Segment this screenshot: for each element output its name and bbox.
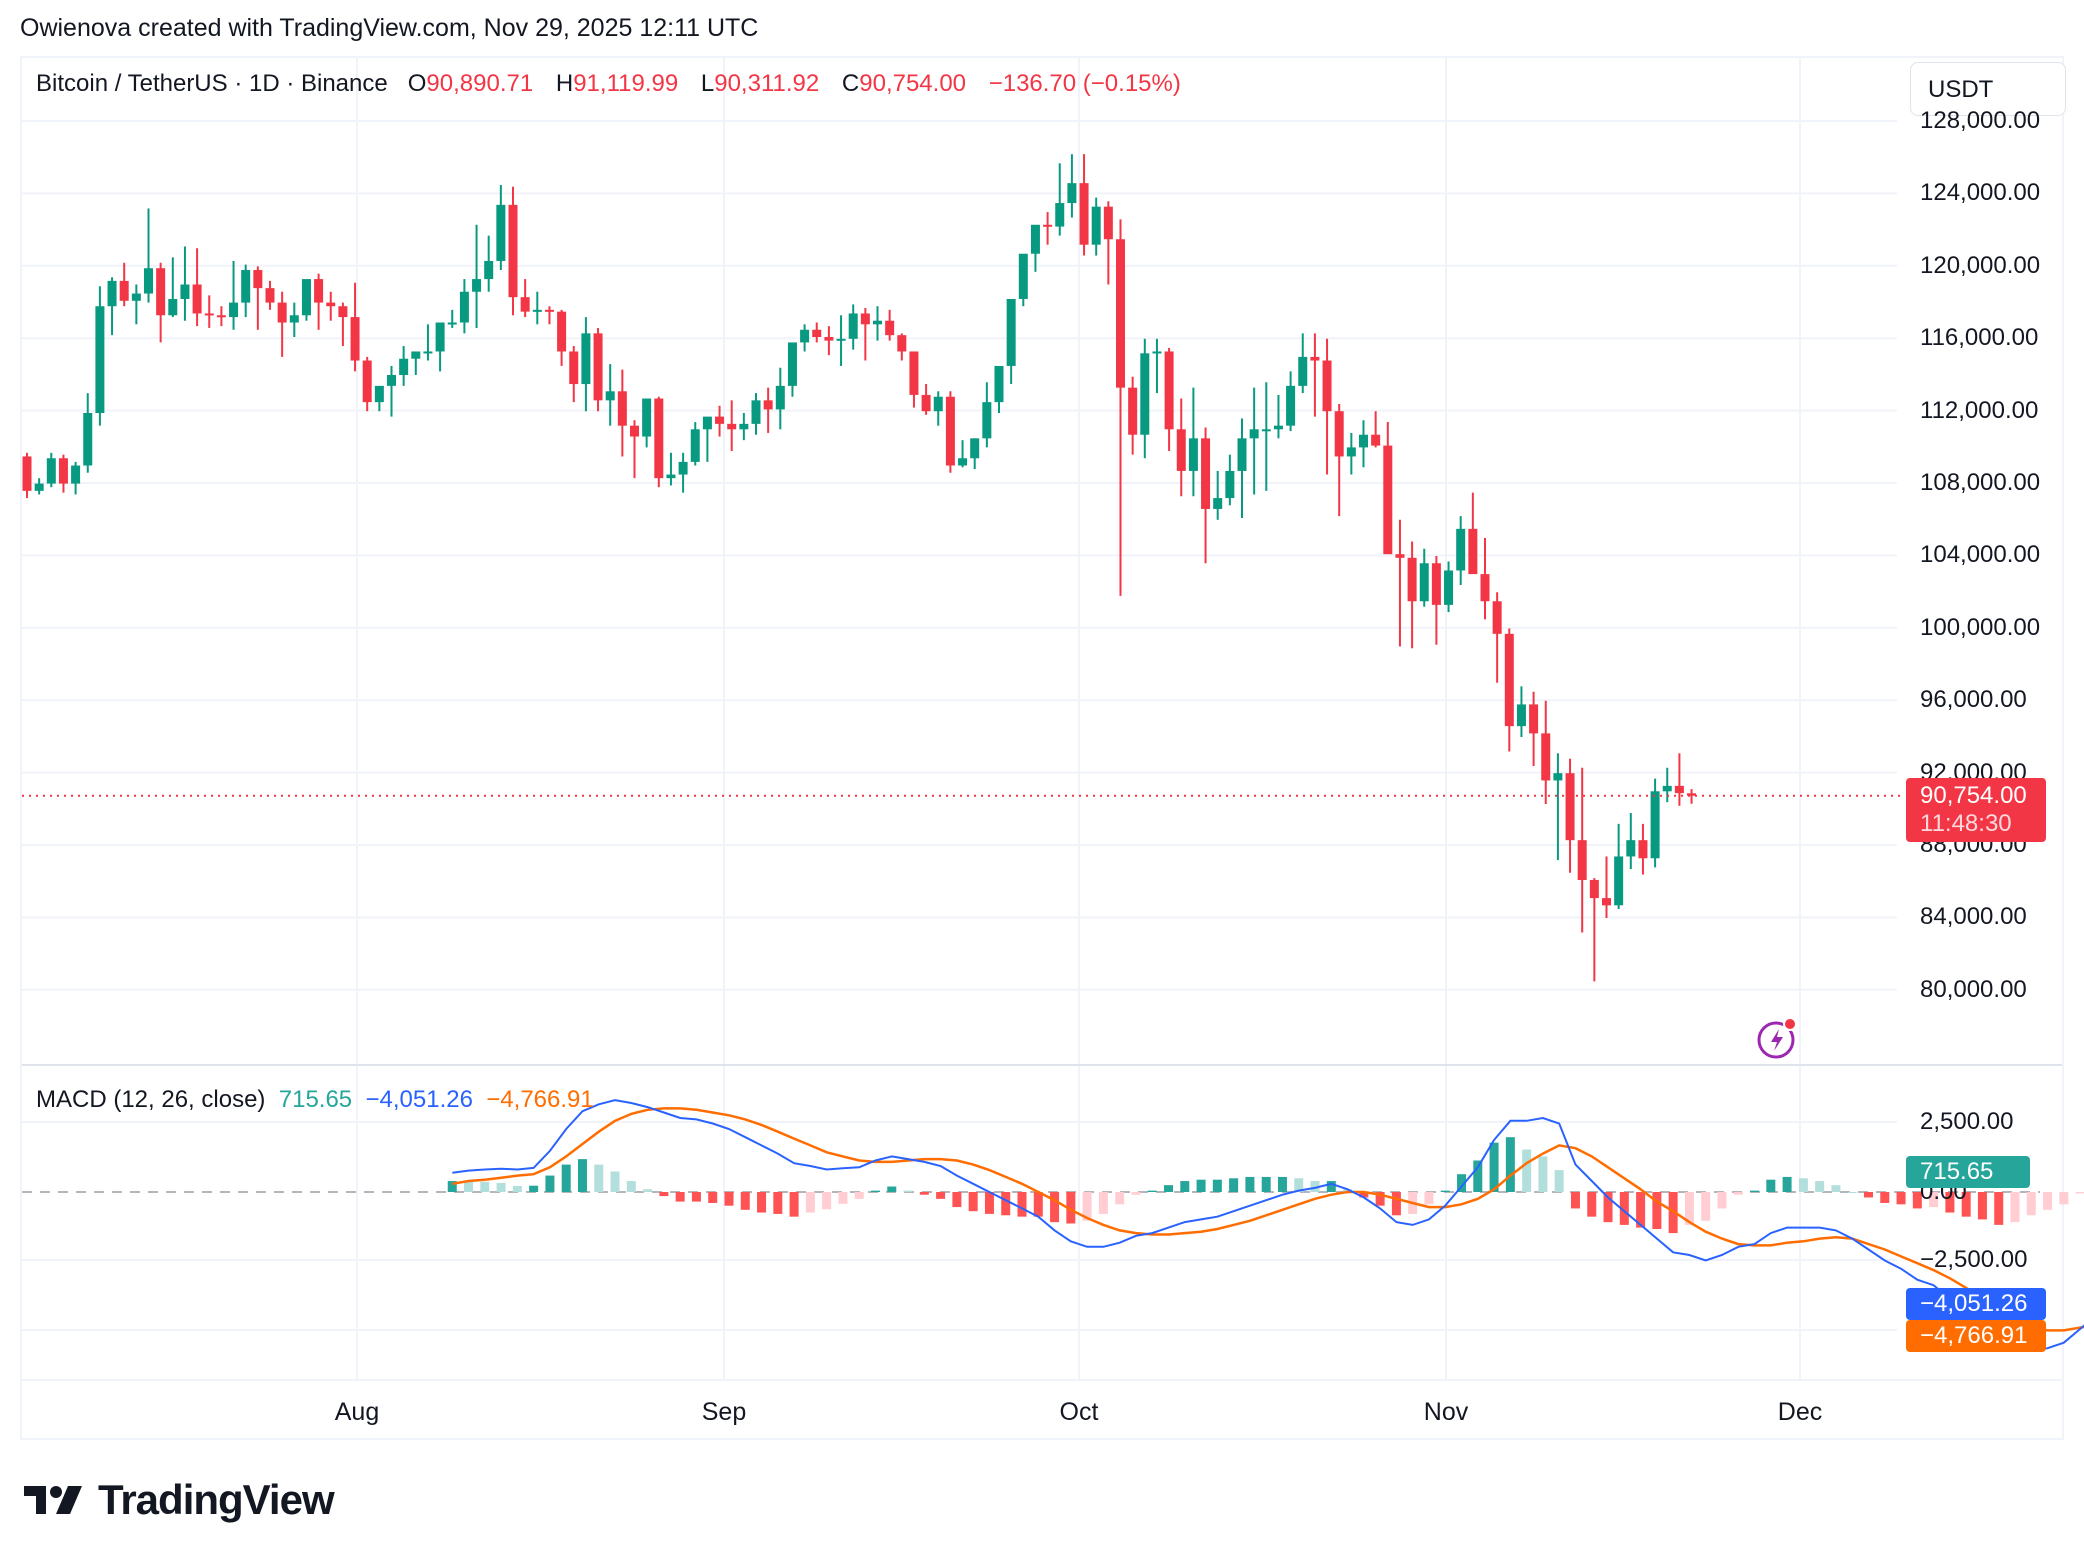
lightning-icon[interactable] bbox=[1756, 1016, 1800, 1060]
price-axis-label: 84,000.00 bbox=[1920, 903, 2027, 931]
bar-countdown: 11:48:30 bbox=[1920, 810, 2012, 837]
open-value: 90,890.71 bbox=[426, 70, 534, 97]
tradingview-logo-icon bbox=[24, 1486, 82, 1514]
price-axis-label: 108,000.00 bbox=[1920, 469, 2041, 496]
close-value: 90,754.00 bbox=[859, 70, 967, 97]
close-label: C bbox=[841, 70, 860, 97]
open-label: O bbox=[407, 70, 427, 97]
macd-histogram-tag: 715.65 bbox=[1906, 1156, 2030, 1188]
price-axis-label: 120,000.00 bbox=[1920, 251, 2041, 279]
macd-signal-value: −4,766.91 bbox=[486, 1086, 594, 1113]
gridlines bbox=[22, 58, 2062, 1381]
tradingview-logo[interactable]: TradingView bbox=[24, 1476, 335, 1524]
last-price-value: 90,754.00 bbox=[1920, 782, 2027, 809]
macd-axis-label: −2,500.00 bbox=[1920, 1246, 2028, 1273]
macd-line-value: −4,051.26 bbox=[365, 1086, 473, 1113]
macd-series bbox=[447, 1099, 2084, 1352]
macd-axis-label: 2,500.00 bbox=[1920, 1108, 2014, 1135]
chart-credit: Owienova created with TradingView.com, N… bbox=[20, 14, 759, 42]
symbol-title: Bitcoin / TetherUS · 1D · Binance bbox=[36, 70, 388, 97]
high-value: 91,119.99 bbox=[573, 70, 679, 97]
price-axis-label: 100,000.00 bbox=[1920, 613, 2041, 641]
macd-histogram-value: 715.65 bbox=[278, 1086, 353, 1113]
low-value: 90,311.92 bbox=[714, 70, 820, 97]
price-axis-label: 112,000.00 bbox=[1920, 396, 2039, 424]
date-label-nov: Nov bbox=[1423, 1398, 1469, 1426]
date-label-dec: Dec bbox=[1777, 1398, 1823, 1426]
price-axis-label: 116,000.00 bbox=[1920, 324, 2039, 352]
change-value: −136.70 (−0.15%) bbox=[988, 70, 1181, 97]
date-label-oct: Oct bbox=[1059, 1398, 1099, 1426]
chart-frame bbox=[20, 56, 2064, 1440]
price-axis-label: 80,000.00 bbox=[1920, 975, 2027, 1003]
macd-title: MACD (12, 26, close) bbox=[36, 1086, 266, 1113]
price-axis-label: 96,000.00 bbox=[1920, 686, 2027, 714]
high-label: H bbox=[555, 70, 574, 97]
symbol-legend: Bitcoin / TetherUS · 1D · Binance O90,89… bbox=[36, 70, 1197, 98]
price-axis-label: 104,000.00 bbox=[1920, 541, 2041, 569]
macd-legend: MACD (12, 26, close) 715.65 −4,051.26 −4… bbox=[36, 1086, 594, 1114]
last-price-tag: 90,754.00 11:48:30 bbox=[1906, 778, 2046, 842]
candlestick-series bbox=[22, 154, 1905, 982]
date-label-sep: Sep bbox=[701, 1398, 747, 1426]
brand-name: TradingView bbox=[98, 1476, 335, 1523]
date-label-aug: Aug bbox=[334, 1398, 380, 1426]
macd-line-tag: −4,051.26 bbox=[1906, 1288, 2046, 1320]
currency-button[interactable]: USDT bbox=[1910, 62, 2066, 116]
low-label: L bbox=[700, 70, 715, 97]
price-axis-label: 124,000.00 bbox=[1920, 179, 2041, 207]
macd-signal-tag: −4,766.91 bbox=[1906, 1320, 2046, 1352]
price-axis-label: 128,000.00 bbox=[1920, 107, 2041, 134]
